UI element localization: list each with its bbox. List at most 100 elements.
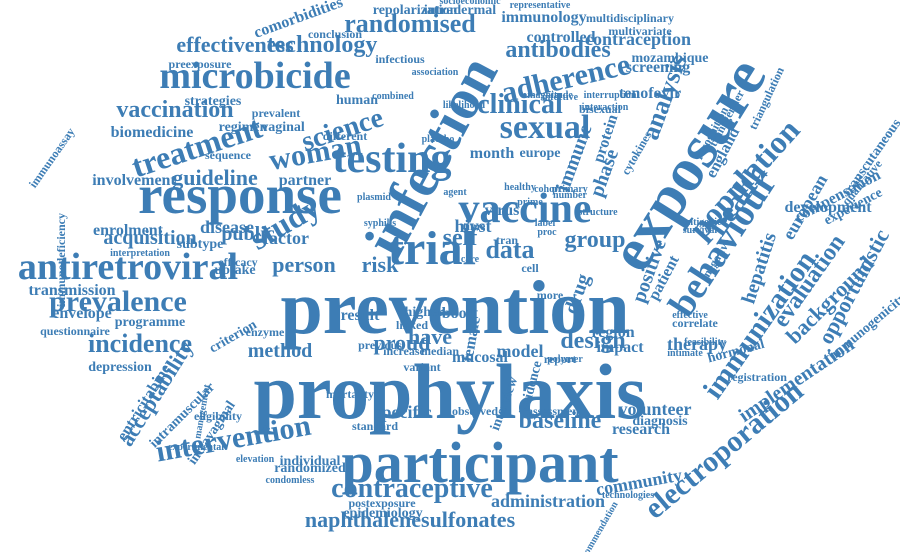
cloud-word: condomless <box>266 475 315 486</box>
cloud-word: research <box>612 421 670 438</box>
cloud-word: postexposure <box>348 496 416 510</box>
cloud-word: immunoassay <box>26 125 78 190</box>
cloud-word: virus <box>485 202 520 219</box>
cloud-word: prevention <box>280 266 629 350</box>
cloud-word: therapy <box>667 334 727 354</box>
cloud-word: have <box>408 324 452 349</box>
cloud-word: tran <box>496 233 518 247</box>
cloud-word: antigenic <box>683 217 722 228</box>
cloud-word: likelihood <box>443 100 486 111</box>
cloud-word: sequence <box>205 148 252 162</box>
cloud-word: previous <box>358 338 402 352</box>
cloud-word: syphilis <box>364 218 396 229</box>
cloud-word: survival <box>683 225 718 236</box>
cloud-word: antibodies <box>505 37 610 63</box>
cloud-word: mortality <box>326 387 374 401</box>
cloud-word: effective <box>672 310 708 321</box>
cloud-word: impact <box>596 339 644 356</box>
cloud-word: combined <box>372 91 414 102</box>
cloud-word: multivariate <box>608 24 672 38</box>
cloud-word: volunteer <box>619 399 692 419</box>
cloud-word: hivst <box>454 216 491 236</box>
cloud-word: increase <box>383 344 425 358</box>
cloud-word: vaginal <box>261 120 305 135</box>
cloud-word: linked <box>396 318 428 332</box>
cloud-word: randomised <box>344 9 476 38</box>
cloud-word: involvement <box>92 172 176 189</box>
cloud-word: vaccine <box>459 186 592 232</box>
cloud-word: multidisciplinary <box>586 11 674 25</box>
cloud-word: epidemiology <box>343 506 422 521</box>
cloud-word: tenofovir <box>619 85 681 102</box>
cloud-word: different <box>323 129 367 143</box>
cloud-word: number <box>553 190 587 201</box>
cloud-word: group <box>565 227 626 253</box>
cloud-word: development <box>784 199 872 216</box>
cloud-word: infectious <box>375 52 425 66</box>
cloud-word: region <box>591 324 634 341</box>
cloud-word: association <box>412 67 459 78</box>
cloud-word: higher <box>405 305 444 320</box>
cloud-word: acquisition <box>103 227 196 249</box>
cloud-word: magnitude <box>527 90 573 101</box>
cloud-word: testing <box>333 136 452 182</box>
cloud-word: effectiveness <box>176 32 294 57</box>
cloud-word: interruption <box>584 90 637 101</box>
cloud-word: method <box>248 340 312 362</box>
cloud-word: eligibility <box>194 409 242 423</box>
cloud-word: factor <box>263 228 309 248</box>
cloud-word: vaccination <box>116 97 233 123</box>
cloud-word: correlate <box>672 316 718 330</box>
cloud-word: guideline <box>172 165 258 190</box>
cloud-word: public <box>221 223 274 245</box>
cloud-word: prevalence <box>49 285 187 318</box>
cloud-word: prime <box>517 197 543 208</box>
cloud-word: prevalent <box>252 106 300 120</box>
cloud-word: uptake <box>214 263 255 278</box>
cloud-word: primary <box>552 184 588 195</box>
cloud-word: strategies <box>185 94 242 109</box>
cloud-word: baseline <box>519 408 602 434</box>
cloud-word: human <box>336 93 378 108</box>
cloud-word: preexposure <box>169 57 233 71</box>
cloud-word: more <box>537 288 564 302</box>
cloud-word: proc <box>537 227 557 238</box>
cloud-word: structure <box>578 207 618 218</box>
cloud-word: clinical <box>477 89 563 120</box>
cloud-word: observed <box>452 404 498 418</box>
cloud-word: month <box>470 145 515 162</box>
cloud-word: envelope <box>52 305 112 322</box>
cloud-word: infective <box>542 92 579 103</box>
cloud-word: healthy <box>504 182 536 193</box>
cloud-word: median <box>421 344 459 358</box>
cloud-word: response <box>138 164 342 225</box>
cloud-word: participant <box>341 430 619 495</box>
cloud-word: technologies <box>602 490 654 501</box>
cloud-word: boost <box>442 305 479 322</box>
cloud-word: feasibility <box>684 337 726 348</box>
cloud-word: person <box>272 252 336 277</box>
cloud-word: elevation <box>236 454 275 465</box>
cloud-word: screening <box>626 59 691 76</box>
cloud-word: microbicide <box>159 55 350 97</box>
cloud-word: sexual <box>500 109 591 146</box>
cloud-word: placebo <box>422 134 455 145</box>
cloud-word: intimate <box>667 348 703 359</box>
cloud-word: mucosal <box>452 349 509 366</box>
cloud-word: trial <box>388 222 476 275</box>
cloud-word: incidence <box>88 329 192 358</box>
cloud-word: representative <box>510 0 571 11</box>
cloud-word: partner <box>279 172 331 189</box>
cloud-word: questionnaire <box>40 324 110 338</box>
cloud-word: risk <box>362 252 399 277</box>
cloud-word: disease <box>200 217 254 237</box>
cloud-word: time <box>463 219 486 233</box>
cloud-word: registration <box>727 370 787 384</box>
cloud-word: polymer <box>547 354 583 365</box>
cloud-word: depression <box>88 360 152 375</box>
cloud-word: socioeconomic <box>439 0 501 7</box>
cloud-word: enrolment <box>93 222 164 239</box>
cloud-word: subtype <box>177 237 224 252</box>
cloud-word: proud <box>373 330 430 355</box>
